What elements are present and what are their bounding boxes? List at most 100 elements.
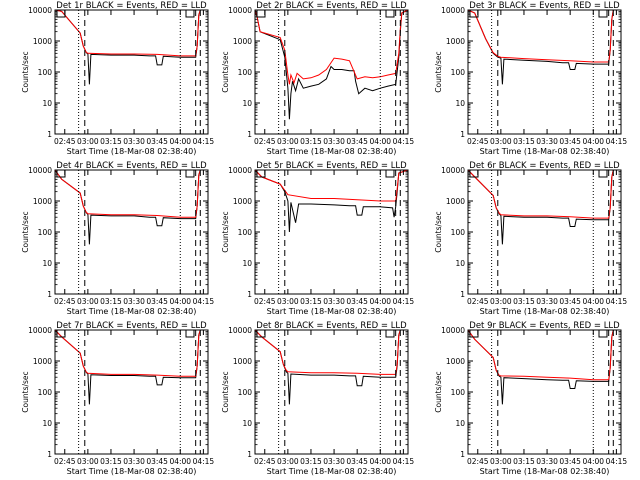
x-tick-label: 04:00 xyxy=(369,457,391,466)
x-tick-label: 03:45 xyxy=(346,137,368,146)
x-tick-label: 03:00 xyxy=(490,137,512,146)
panel-det-3: Det 3r BLACK = Events, RED = LLD 1 10 100 10… xyxy=(434,1,627,156)
x-tick-label: 03:00 xyxy=(77,457,99,466)
x-tick-label: 03:30 xyxy=(536,137,558,146)
x-axis-label: Start Time (18-Mar-08 02:38:40) xyxy=(480,467,610,476)
x-tick-label: 03:30 xyxy=(323,137,345,146)
y-axis-label: Counts/sec xyxy=(221,51,230,92)
y-tick-label: 1 xyxy=(47,290,52,299)
x-tick-label: 02:45 xyxy=(54,297,76,306)
y-tick-label: 10000 xyxy=(28,6,52,15)
y-tick-label: 10000 xyxy=(441,6,465,15)
series-lld-line xyxy=(468,330,621,381)
y-tick-label: 1 xyxy=(247,290,252,299)
interval-bracket xyxy=(185,330,195,338)
panel-title: Det 1r BLACK = Events, RED = LLD xyxy=(56,1,207,11)
series-lld-line xyxy=(255,330,408,375)
y-axis-label: Counts/sec xyxy=(221,211,230,252)
x-tick-label: 04:00 xyxy=(169,297,191,306)
x-tick-label: 04:15 xyxy=(606,137,628,146)
x-tick-label: 03:00 xyxy=(490,297,512,306)
y-tick-label: 1000 xyxy=(33,37,52,46)
y-tick-label: 10 xyxy=(455,99,465,108)
y-tick-label: 10 xyxy=(42,419,52,428)
x-tick-label: 02:45 xyxy=(54,137,76,146)
x-tick-label: 03:30 xyxy=(123,297,145,306)
plot-frame xyxy=(254,9,409,135)
x-tick-label: 04:15 xyxy=(193,297,215,306)
interval-bracket xyxy=(598,10,608,18)
plot-frame xyxy=(467,329,622,455)
x-axis-label: Start Time (18-Mar-08 02:38:40) xyxy=(480,307,610,316)
x-tick-label: 03:15 xyxy=(300,297,322,306)
panel-det-8: Det 8r BLACK = Events, RED = LLD 1 10 100 10… xyxy=(221,321,414,476)
interval-bracket xyxy=(598,330,608,338)
y-tick-label: 1 xyxy=(460,450,465,459)
plot-frame xyxy=(467,169,622,295)
y-tick-label: 10 xyxy=(242,419,252,428)
y-tick-label: 1 xyxy=(247,450,252,459)
x-tick-label: 04:15 xyxy=(193,137,215,146)
series-events-line xyxy=(55,10,208,85)
y-tick-label: 100 xyxy=(38,388,53,397)
x-tick-label: 03:15 xyxy=(513,137,535,146)
x-tick-label: 04:00 xyxy=(369,297,391,306)
panel-det-9: Det 9r BLACK = Events, RED = LLD 1 10 100 10… xyxy=(434,321,627,476)
panel-det-4: Det 4r BLACK = Events, RED = LLD 1 10 100 10… xyxy=(21,161,214,316)
series-lld-line xyxy=(55,170,208,218)
x-tick-label: 02:45 xyxy=(467,137,489,146)
x-tick-label: 03:15 xyxy=(300,457,322,466)
series-events-line xyxy=(468,10,621,85)
y-tick-label: 10000 xyxy=(228,6,252,15)
y-tick-label: 1 xyxy=(47,450,52,459)
y-axis-label: Counts/sec xyxy=(434,51,443,92)
y-tick-label: 1000 xyxy=(33,357,52,366)
plot-frame xyxy=(54,9,209,135)
panel-det-1: Det 1r BLACK = Events, RED = LLD 1 10 100 10… xyxy=(21,1,214,156)
series-events-line xyxy=(468,330,621,405)
x-tick-label: 04:15 xyxy=(606,297,628,306)
x-tick-label: 03:00 xyxy=(277,457,299,466)
y-tick-label: 1000 xyxy=(233,197,252,206)
y-tick-label: 100 xyxy=(451,228,466,237)
plot-frame xyxy=(467,9,622,135)
y-tick-label: 10 xyxy=(455,419,465,428)
series-events-line xyxy=(255,10,408,120)
x-tick-label: 02:45 xyxy=(467,457,489,466)
x-tick-label: 04:00 xyxy=(582,297,604,306)
x-tick-label: 03:45 xyxy=(346,297,368,306)
y-tick-label: 1 xyxy=(460,290,465,299)
panel-title: Det 9r BLACK = Events, RED = LLD xyxy=(469,321,620,331)
x-tick-label: 02:45 xyxy=(467,297,489,306)
panel-title: Det 6r BLACK = Events, RED = LLD xyxy=(469,161,620,171)
x-axis-label: Start Time (18-Mar-08 02:38:40) xyxy=(267,467,397,476)
interval-bracket xyxy=(185,10,195,18)
panel-title: Det 2r BLACK = Events, RED = LLD xyxy=(256,1,407,11)
x-tick-label: 03:15 xyxy=(100,297,122,306)
x-tick-label: 03:45 xyxy=(146,457,168,466)
y-axis-label: Counts/sec xyxy=(21,211,30,252)
series-lld-line xyxy=(468,170,621,219)
x-tick-label: 03:15 xyxy=(100,457,122,466)
y-tick-label: 10000 xyxy=(28,166,52,175)
interval-bracket xyxy=(385,10,395,18)
y-tick-label: 1000 xyxy=(233,37,252,46)
plot-frame xyxy=(254,169,409,295)
interval-bracket xyxy=(385,170,395,178)
series-events-line xyxy=(55,170,208,245)
x-axis-label: Start Time (18-Mar-08 02:38:40) xyxy=(67,307,197,316)
x-tick-label: 04:15 xyxy=(606,457,628,466)
y-axis-label: Counts/sec xyxy=(21,371,30,412)
y-tick-label: 10 xyxy=(42,99,52,108)
series-events-line xyxy=(468,170,621,245)
x-tick-label: 03:45 xyxy=(146,137,168,146)
x-tick-label: 03:45 xyxy=(559,137,581,146)
y-tick-label: 10000 xyxy=(228,166,252,175)
x-tick-label: 04:15 xyxy=(193,457,215,466)
y-tick-label: 100 xyxy=(238,68,253,77)
x-tick-label: 03:00 xyxy=(277,137,299,146)
y-axis-label: Counts/sec xyxy=(434,371,443,412)
x-tick-label: 02:45 xyxy=(254,137,276,146)
x-tick-label: 03:00 xyxy=(77,297,99,306)
